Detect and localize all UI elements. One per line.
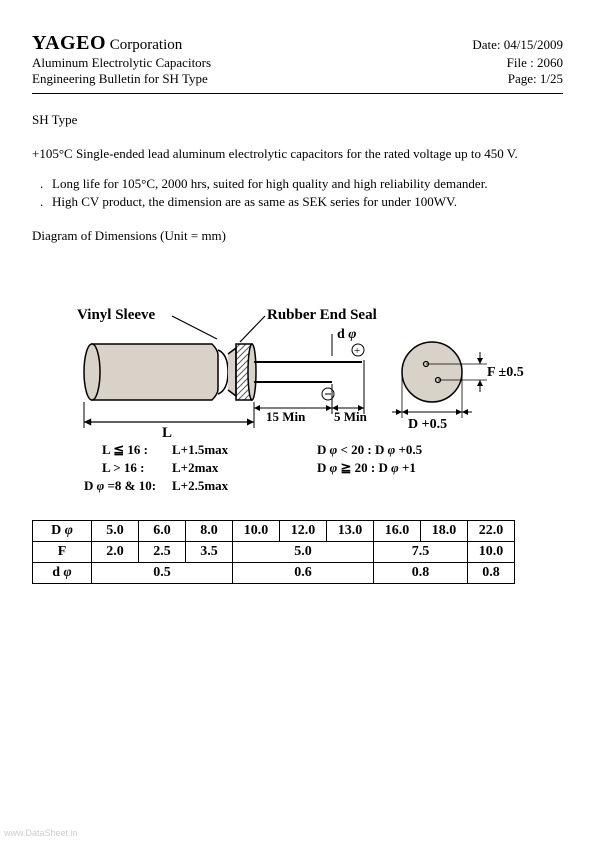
bullet-2: .High CV product, the dimension are as s… (40, 194, 563, 210)
table-cell: 8.0 (186, 521, 233, 542)
header-subtitle-1: Aluminum Electrolytic Capacitors (32, 55, 211, 71)
type-title: SH Type (32, 112, 563, 128)
svg-text:L+1.5max: L+1.5max (172, 442, 229, 457)
svg-text:5 Min: 5 Min (334, 409, 368, 424)
header-date: Date: 04/15/2009 (472, 37, 563, 53)
intro-text: +105°C Single-ended lead aluminum electr… (32, 146, 563, 162)
dimensions-table: D φ5.06.08.010.012.013.016.018.022.0F2.0… (32, 520, 515, 584)
svg-text:L+2max: L+2max (172, 460, 219, 475)
table-cell: 7.5 (374, 542, 468, 563)
diagram-caption: Diagram of Dimensions (Unit = mm) (32, 228, 563, 244)
svg-text:L ≦ 16 :: L ≦ 16 : (102, 442, 148, 457)
svg-text:F ±0.5: F ±0.5 (487, 365, 524, 380)
capacitor-side-view (84, 344, 256, 400)
table-cell: 0.8 (374, 563, 468, 584)
capacitor-end-view: F ±0.5 D +0.5 (392, 342, 524, 432)
table-cell: 16.0 (374, 521, 421, 542)
company-name: YAGEO (32, 32, 106, 54)
table-cell: 6.0 (139, 521, 186, 542)
company-suffix: Corporation (106, 37, 182, 53)
table-cell: 0.8 (468, 563, 515, 584)
table-row-label: F (33, 542, 92, 563)
table-cell: 10.0 (468, 542, 515, 563)
svg-text:d φ: d φ (337, 327, 357, 342)
header-subtitle-2: Engineering Bulletin for SH Type (32, 71, 208, 87)
dimension-diagram: Vinyl Sleeve Rubber End Seal d φ + L 15 … (32, 294, 563, 514)
svg-text:D +0.5: D +0.5 (408, 417, 447, 432)
table-cell: 22.0 (468, 521, 515, 542)
table-cell: 18.0 (421, 521, 468, 542)
svg-text:L > 16 :: L > 16 : (102, 460, 144, 475)
table-cell: 12.0 (280, 521, 327, 542)
svg-text:L+2.5max: L+2.5max (172, 478, 229, 493)
svg-text:L: L (162, 425, 172, 441)
bullet-1: .Long life for 105°C, 2000 hrs, suited f… (40, 176, 563, 192)
header-divider (32, 93, 563, 94)
table-cell: 10.0 (233, 521, 280, 542)
table-cell: 0.6 (233, 563, 374, 584)
header-page: Page: 1/25 (508, 71, 563, 87)
table-cell: 2.0 (92, 542, 139, 563)
svg-text:D φ ≧ 20 : D φ +1: D φ ≧ 20 : D φ +1 (317, 460, 416, 475)
table-cell: 5.0 (92, 521, 139, 542)
table-cell: 2.5 (139, 542, 186, 563)
label-vinyl-sleeve: Vinyl Sleeve (77, 307, 156, 323)
watermark: www.DataSheet.in (4, 828, 78, 838)
table-row-label: D φ (33, 521, 92, 542)
table-cell: 0.5 (92, 563, 233, 584)
svg-text:15 Min: 15 Min (266, 409, 306, 424)
label-rubber-seal: Rubber End Seal (267, 307, 377, 323)
header-file: File : 2060 (507, 55, 563, 71)
table-cell: 5.0 (233, 542, 374, 563)
table-row-label: d φ (33, 563, 92, 584)
svg-text:+: + (354, 345, 360, 357)
svg-text:D φ =8 & 10:: D φ =8 & 10: (84, 478, 156, 493)
table-cell: 3.5 (186, 542, 233, 563)
svg-text:D φ < 20 : D φ +0.5: D φ < 20 : D φ +0.5 (317, 442, 423, 457)
table-cell: 13.0 (327, 521, 374, 542)
